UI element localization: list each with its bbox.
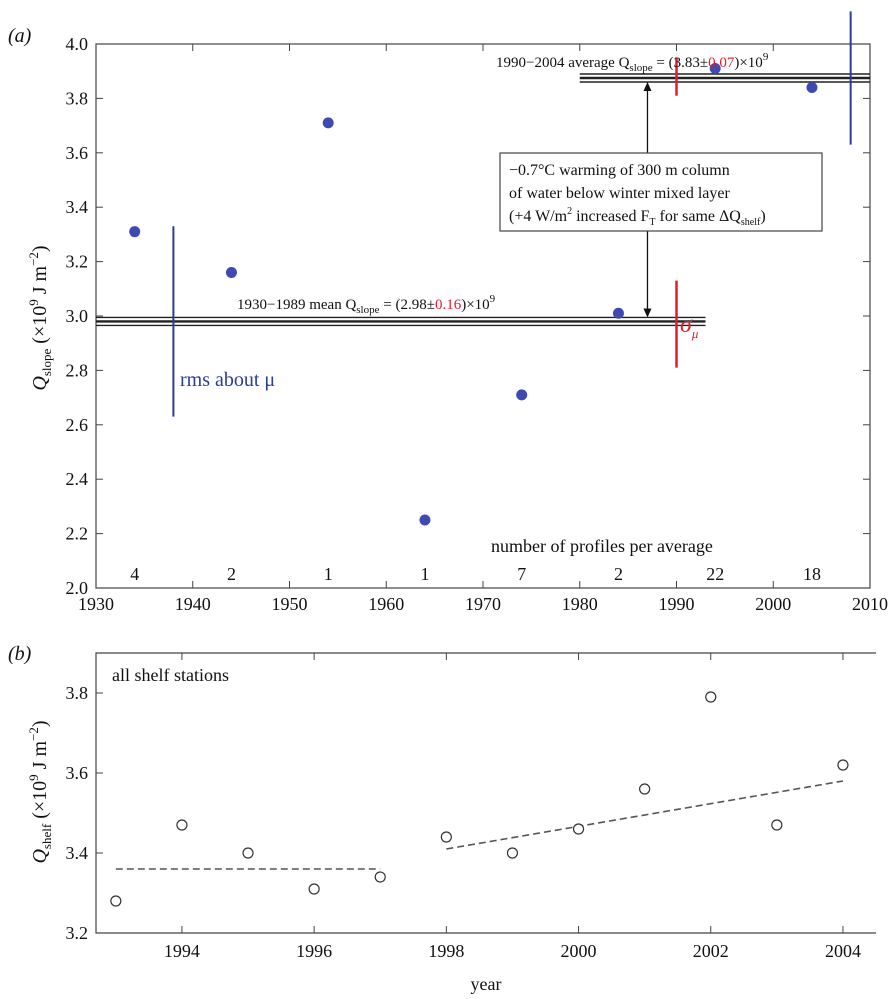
y-tick-label-a: 3.0 — [66, 306, 89, 326]
data-point-a — [612, 307, 624, 319]
profile-count: 22 — [706, 564, 724, 584]
x-tick-label-a: 1990 — [659, 594, 695, 614]
y-tick-label-a: 3.4 — [66, 197, 89, 217]
x-tick-label-a: 1980 — [562, 594, 598, 614]
x-tick-label-b: 1998 — [428, 941, 464, 961]
y-axis-label-b: Qshelf (×109 J m−2) — [26, 720, 54, 863]
mean-label: 1930−1989 mean Qslope = (2.98±0.16)×109 — [237, 293, 496, 316]
x-tick-label-a: 1950 — [272, 594, 308, 614]
y-tick-label-a: 2.4 — [66, 469, 89, 489]
warming-arrow-head-bottom — [643, 308, 652, 318]
x-tick-label-a: 1940 — [175, 594, 211, 614]
data-point-b — [176, 819, 188, 831]
profile-count: 18 — [803, 564, 821, 584]
y-tick-label-b: 3.2 — [66, 923, 89, 943]
data-point-b — [242, 847, 254, 859]
legend-text: all shelf stations — [112, 665, 229, 685]
x-tick-label-b: 2004 — [825, 941, 861, 961]
x-tick-label-a: 1960 — [368, 594, 404, 614]
data-point-a — [129, 226, 141, 238]
annotation-box — [499, 152, 823, 232]
x-tick-label-b: 2000 — [561, 941, 597, 961]
data-point-b — [771, 819, 783, 831]
data-point-b — [308, 883, 320, 895]
data-point-a — [322, 117, 334, 129]
rms-label: rms about μ — [180, 369, 275, 391]
profile-count: 2 — [227, 564, 236, 584]
x-tick-label-b: 2002 — [693, 941, 729, 961]
data-point-b — [110, 895, 122, 907]
trend-line-2 — [446, 780, 844, 850]
y-tick-label-a: 2.6 — [66, 415, 89, 435]
data-point-b — [506, 847, 519, 859]
panel-b-label: (b) — [8, 643, 32, 665]
profile-count: 7 — [517, 564, 526, 584]
profile-count: 2 — [614, 564, 623, 584]
annotation-line-1: −0.7°C warming of 300 m column — [509, 162, 730, 179]
sigma-label: σμ — [680, 312, 699, 341]
y-tick-label-a: 2.8 — [66, 360, 89, 380]
profile-count: 1 — [324, 564, 333, 584]
y-tick-label-a: 3.8 — [66, 88, 89, 108]
y-tick-label-a: 4.0 — [66, 34, 89, 54]
x-tick-label-a: 2000 — [755, 594, 791, 614]
data-point-b — [572, 823, 585, 835]
x-tick-label-b: 1994 — [164, 941, 200, 961]
data-point-b — [705, 691, 717, 703]
y-tick-label-b: 3.4 — [66, 843, 89, 863]
data-point-a — [806, 82, 818, 94]
data-point-a — [225, 266, 237, 278]
panel-b-frame — [95, 652, 876, 934]
x-tick-label-a: 1930 — [78, 594, 114, 614]
x-tick-label-a: 2010 — [852, 594, 888, 614]
y-axis-label-a: Qslope (×109 J m−2) — [26, 245, 54, 390]
data-point-a — [709, 62, 721, 74]
data-point-a — [419, 514, 431, 526]
panel-a-frame — [95, 43, 871, 589]
data-point-b — [639, 783, 651, 795]
annotation-line-2: of water below winter mixed layer — [509, 185, 730, 202]
x-tick-label-a: 1970 — [465, 594, 501, 614]
profiles-label: number of profiles per average — [491, 536, 713, 556]
profile-count: 4 — [130, 564, 139, 584]
annotation-line-3: (+4 W/m2 increased FT for same ΔQshelf) — [509, 206, 766, 228]
avg-label: 1990−2004 average Qslope = (3.83±0.07)×1… — [496, 51, 769, 74]
y-tick-label-a: 2.0 — [66, 578, 89, 598]
y-tick-label-b: 3.8 — [66, 683, 89, 703]
data-point-b — [440, 831, 452, 843]
x-axis-label-b: year — [471, 974, 502, 994]
data-point-a — [516, 389, 528, 401]
y-tick-label-b: 3.6 — [66, 763, 89, 783]
profile-count: 1 — [420, 564, 429, 584]
y-tick-label-a: 2.2 — [66, 524, 89, 544]
warming-arrow-head-top — [643, 82, 652, 91]
y-tick-label-a: 3.2 — [66, 252, 89, 272]
panel-a-label: (a) — [8, 25, 32, 47]
y-tick-label-a: 3.6 — [66, 143, 89, 163]
data-point-b — [374, 871, 386, 883]
data-point-b — [837, 759, 849, 771]
x-tick-label-b: 1996 — [296, 941, 332, 961]
